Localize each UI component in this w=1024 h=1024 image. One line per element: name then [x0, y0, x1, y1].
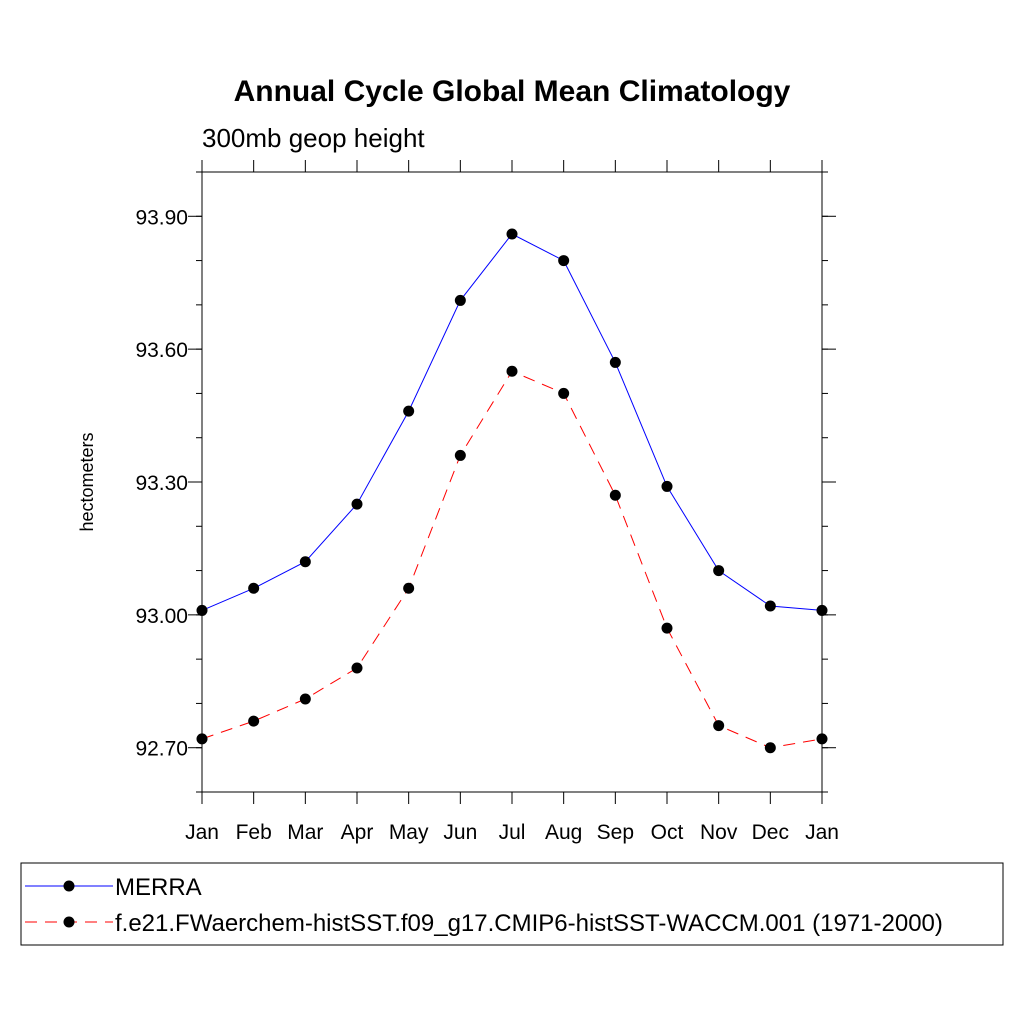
- data-point-series-1: [248, 715, 260, 727]
- data-point-series-1: [609, 489, 621, 501]
- y-tick-label: 93.30: [135, 472, 188, 495]
- data-point-series-0: [454, 294, 466, 306]
- data-point-series-0: [713, 565, 725, 577]
- data-point-series-0: [609, 356, 621, 368]
- data-point-series-0: [403, 405, 415, 417]
- legend-marker-merra: [63, 880, 75, 892]
- x-tick-label: Jun: [443, 821, 477, 844]
- data-point-series-0: [248, 582, 260, 594]
- x-tick-label: Apr: [341, 821, 374, 844]
- legend-box: [20, 862, 1004, 946]
- data-point-series-0: [661, 480, 673, 492]
- axis-ticks: [188, 160, 836, 804]
- chart-subtitle: 300mb geop height: [202, 123, 425, 153]
- x-tick-label: Sep: [597, 821, 634, 844]
- data-point-series-1: [764, 742, 776, 754]
- data-point-series-0: [816, 604, 828, 616]
- data-point-series-1: [196, 733, 208, 745]
- data-point-series-1: [816, 733, 828, 745]
- data-point-series-0: [558, 255, 570, 267]
- data-point-series-1: [558, 387, 570, 399]
- x-tick-label: Dec: [752, 821, 789, 844]
- y-tick-label: 93.90: [135, 206, 188, 229]
- data-point-series-1: [403, 582, 415, 594]
- data-point-series-0: [299, 556, 311, 568]
- x-tick-label: Jul: [499, 821, 526, 844]
- y-tick-label: 93.60: [135, 339, 188, 362]
- data-point-series-0: [196, 604, 208, 616]
- data-point-series-0: [351, 498, 363, 510]
- data-point-series-1: [713, 720, 725, 732]
- x-tick-label: Mar: [287, 821, 323, 844]
- x-tick-label: Aug: [545, 821, 582, 844]
- y-axis-label: hectometers: [77, 432, 97, 531]
- x-tick-label: Nov: [700, 821, 738, 844]
- legend-marker-model: [63, 916, 75, 928]
- data-point-series-1: [454, 449, 466, 461]
- plot-border: [201, 171, 823, 793]
- x-tick-label: Oct: [651, 821, 684, 844]
- legend-label-model: f.e21.FWaerchem-histSST.f09_g17.CMIP6-hi…: [115, 910, 943, 937]
- chart-title: Annual Cycle Global Mean Climatology: [234, 75, 791, 108]
- x-tick-label: Jan: [185, 821, 219, 844]
- data-point-series-1: [299, 693, 311, 705]
- axis-tick-labels: Jan Feb Mar Apr May Jun Jul Aug Sep Oct Nov Dec Jan 9…: [135, 206, 838, 844]
- legend-label-merra: MERRA: [115, 874, 202, 901]
- series-line-0: [201, 233, 823, 611]
- data-point-series-0: [506, 228, 518, 240]
- data-point-series-1: [506, 365, 518, 377]
- y-tick-label: 92.70: [135, 738, 188, 761]
- data-point-series-1: [661, 622, 673, 634]
- series-line-1: [201, 370, 823, 749]
- data-point-series-0: [764, 600, 776, 612]
- x-tick-label: Jan: [805, 821, 839, 844]
- series-layer: [196, 228, 828, 754]
- x-tick-label: Feb: [236, 821, 272, 844]
- legend: MERRA f.e21.FWaerchem-histSST.f09_g17.CM…: [20, 862, 1004, 946]
- plot-frame: [201, 171, 823, 793]
- x-tick-label: May: [389, 821, 429, 844]
- y-tick-label: 93.00: [135, 605, 188, 628]
- data-point-series-1: [351, 662, 363, 674]
